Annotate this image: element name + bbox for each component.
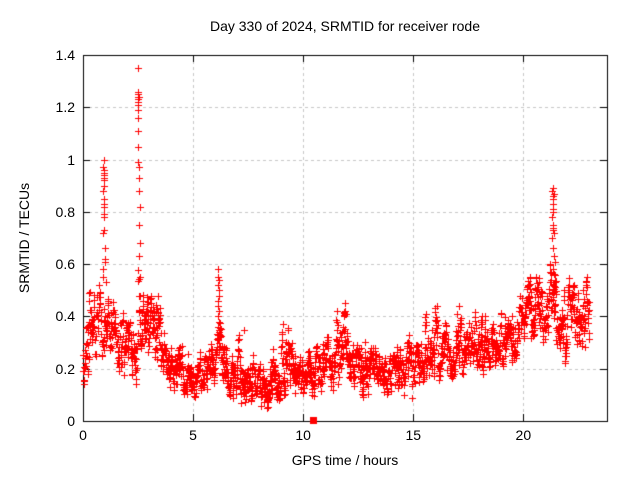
y-tick-label: 1.4 [55, 47, 75, 63]
x-axis-label: GPS time / hours [291, 452, 399, 468]
y-tick-label: 0.8 [55, 203, 75, 220]
y-tick-label: 1.2 [55, 99, 75, 116]
y-tick-label: 1 [67, 151, 75, 168]
y-tick-label: 0.4 [55, 308, 75, 325]
x-tick-label: 0 [79, 427, 87, 443]
x-tick-label: 10 [295, 427, 311, 443]
y-tick-label: 0.6 [55, 256, 75, 273]
x-tick-label: 20 [515, 427, 532, 443]
y-tick-label: 0.2 [55, 360, 75, 377]
chart-title: Day 330 of 2024, SRMTID for receiver rod… [209, 18, 480, 34]
x-tick-label: 15 [405, 427, 422, 443]
x-tick-label: 5 [189, 427, 197, 443]
y-tick-label: 0 [67, 413, 75, 429]
